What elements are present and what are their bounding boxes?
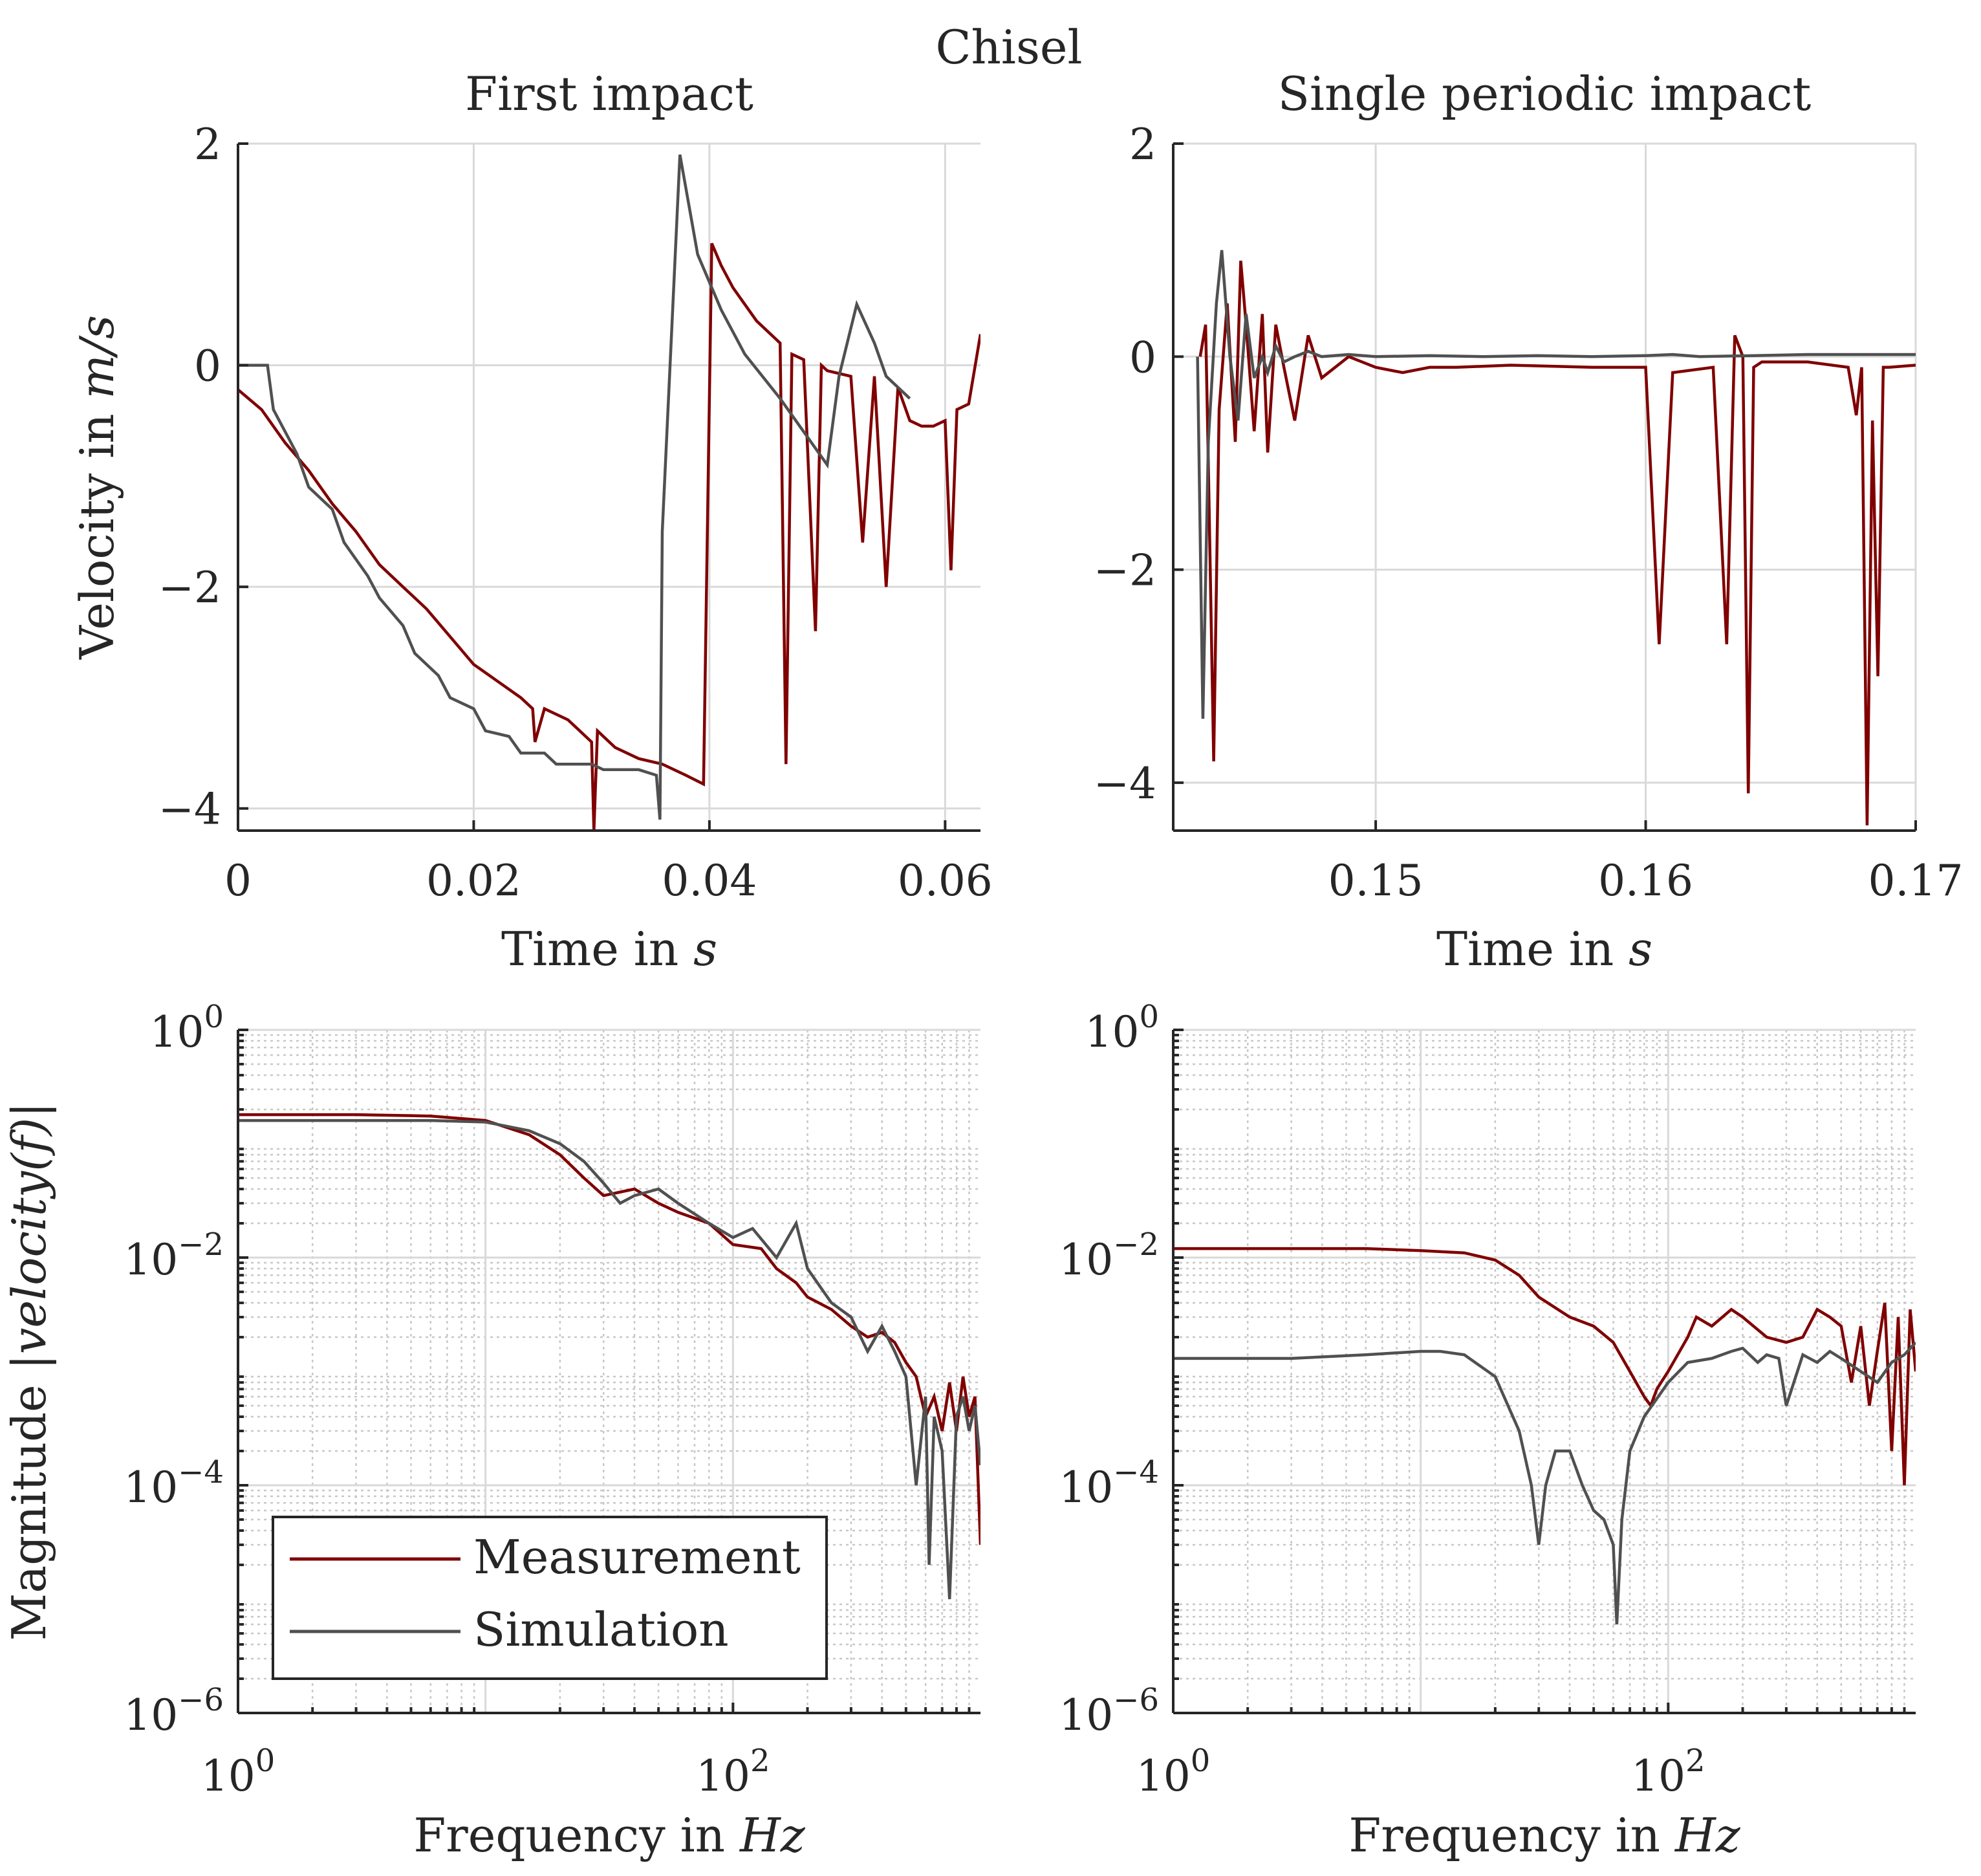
series-simulation-line [1196, 250, 1916, 719]
x-axis-label: Time in s [1436, 922, 1652, 976]
y-tick-label-base: 10 [124, 1690, 178, 1740]
y-tick-label-exp: −6 [178, 1682, 224, 1718]
y-tick-label: −4 [158, 785, 221, 834]
x-axis-label-text: Time in [501, 922, 693, 976]
y-tick-label: 10−6 [124, 1682, 224, 1740]
y-tick-label: −4 [1094, 759, 1156, 809]
legend-label-measurement: Measurement [473, 1530, 801, 1584]
x-tick-label-base: 10 [696, 1751, 750, 1801]
y-tick-label-exp: −6 [1113, 1682, 1159, 1718]
legend-label-simulation: Simulation [473, 1602, 729, 1657]
panel-first-impact: 0 0.02 0.04 0.06 −4 −2 0 2 First impact Time in s… [70, 67, 993, 976]
y-axis-label-suffix: | [2, 1102, 56, 1117]
y-axis-label: Magnitude |velocity(f)| [2, 1102, 56, 1641]
x-tick-label: 102 [1631, 1743, 1705, 1801]
y-tick-label: −2 [158, 563, 221, 613]
y-axis-label-var: m/s [70, 315, 124, 398]
y-tick-label: −2 [1094, 546, 1156, 596]
y-tick-label-base: 10 [1059, 1690, 1113, 1740]
series-measurement-line [238, 1113, 980, 1545]
y-axis-label-var: velocity(f) [2, 1118, 56, 1354]
x-tick-label: 0.16 [1598, 856, 1693, 906]
y-tick-label-base: 10 [124, 1463, 178, 1512]
y-tick-label: 2 [194, 120, 221, 169]
x-axis-label-text: Frequency in [1348, 1808, 1675, 1862]
series-simulation-line [238, 1118, 980, 1600]
y-tick-label-exp: −2 [1113, 1227, 1159, 1263]
grid [237, 142, 980, 831]
x-axis-label-text: Frequency in [413, 1808, 740, 1862]
x-tick-label: 0.15 [1328, 856, 1424, 906]
series-simulation-line [238, 154, 911, 820]
x-tick-label: 0.17 [1868, 856, 1964, 906]
legend-box [272, 1516, 828, 1680]
x-tick-label-exp: 2 [750, 1743, 770, 1779]
panel-single-periodic-impact: 0.15 0.16 0.17 −4 −2 0 2 Single periodic impact… [1094, 67, 1964, 976]
x-tick-label-base: 10 [201, 1751, 255, 1801]
x-axis-label-var: s [1629, 922, 1652, 976]
y-tick-label-base: 10 [1059, 1235, 1113, 1285]
series-measurement-line [1173, 1247, 1916, 1486]
x-tick-label: 100 [201, 1743, 276, 1801]
grid [1173, 142, 1917, 831]
x-tick-label-exp: 0 [1191, 1743, 1211, 1779]
y-tick-label-base: 10 [149, 1007, 204, 1057]
y-tick-label: 10−2 [1059, 1227, 1159, 1285]
x-axis-label-var: Hz [1674, 1808, 1741, 1862]
y-tick-label: 2 [1129, 120, 1156, 169]
panel-title: First impact [465, 67, 753, 121]
x-tick-label: 100 [1136, 1743, 1211, 1801]
y-tick-label-exp: −4 [178, 1454, 224, 1490]
x-tick-label-base: 10 [1136, 1751, 1191, 1801]
y-tick-label: 100 [1085, 999, 1159, 1057]
y-axis-label: Velocity in m/s [70, 315, 124, 660]
y-tick-label-exp: −4 [1113, 1454, 1159, 1490]
x-axis-label: Frequency in Hz [413, 1808, 805, 1862]
y-tick-label: 0 [194, 342, 221, 391]
y-tick-label-exp: −2 [178, 1227, 224, 1263]
y-tick-label: 10−4 [124, 1454, 224, 1512]
x-axis-label: Frequency in Hz [1348, 1808, 1740, 1862]
y-tick-label: 10−6 [1059, 1682, 1159, 1740]
y-tick-label-base: 10 [124, 1235, 178, 1285]
y-tick-label-base: 10 [1085, 1007, 1139, 1057]
x-tick-label: 102 [696, 1743, 770, 1801]
x-tick-label-exp: 2 [1685, 1743, 1705, 1779]
x-tick-label-exp: 0 [255, 1743, 276, 1779]
x-tick-label: 0.06 [898, 856, 993, 906]
series-measurement-line [1198, 260, 1916, 825]
x-axis-label-var: Hz [739, 1808, 806, 1862]
y-tick-label-exp: 0 [204, 999, 224, 1035]
series-simulation-line [1173, 1341, 1916, 1625]
x-axis-label-text: Time in [1436, 922, 1629, 976]
y-axis-label-text: Magnitude | [2, 1354, 56, 1641]
x-axis-label-var: s [693, 922, 717, 976]
y-tick-label: 10−4 [1059, 1454, 1159, 1512]
y-tick-label: 0 [1129, 333, 1156, 382]
y-tick-label: 10−2 [124, 1227, 224, 1285]
x-tick-label: 0.04 [662, 856, 757, 906]
y-tick-label: 100 [149, 999, 224, 1057]
figure-title: Chisel [935, 20, 1082, 74]
y-axis-label-text: Velocity in [70, 398, 124, 660]
y-tick-label-base: 10 [1059, 1463, 1113, 1512]
x-axis-label: Time in s [501, 922, 717, 976]
x-tick-label-base: 10 [1631, 1751, 1685, 1801]
panel-title: Single periodic impact [1278, 67, 1812, 121]
grid [1172, 1029, 1916, 1714]
x-tick-label: 0.02 [426, 856, 521, 906]
x-tick-label: 0 [224, 856, 252, 906]
y-tick-label-exp: 0 [1139, 999, 1159, 1035]
legend: Measurement Simulation [272, 1516, 828, 1680]
